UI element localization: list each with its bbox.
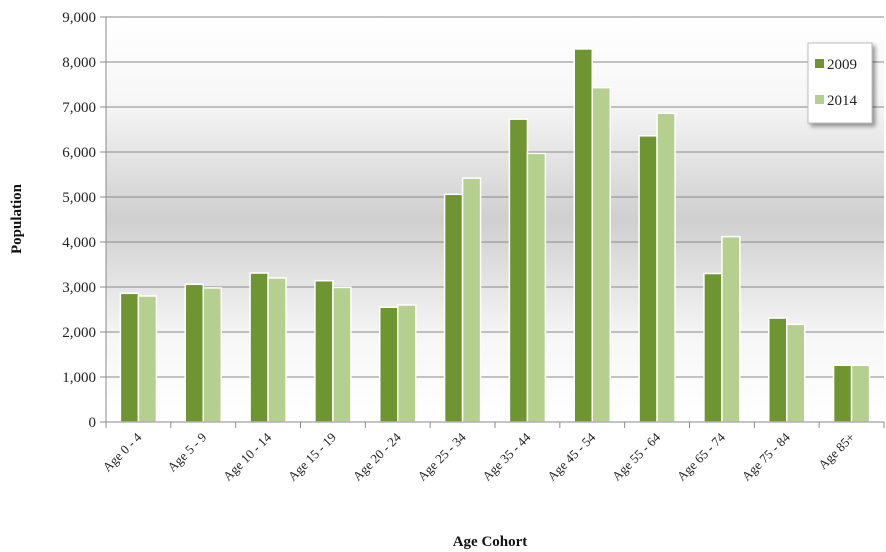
y-tick-labels: 0 1,000 2,000 3,000 4,000 5,000 6,000 7,000 8,00… [62, 10, 96, 431]
legend-swatch [815, 59, 824, 68]
gridlines [100, 16, 884, 423]
bar-2014 [397, 304, 417, 423]
bar-2009 [832, 364, 853, 423]
x-tick-label: Age 85+ [815, 430, 858, 473]
y-tick-label: 2,000 [62, 325, 96, 341]
y-tick-label: 0 [89, 415, 97, 431]
x-tick-label: Age 75 - 84 [739, 429, 794, 484]
bar-2014 [332, 286, 352, 423]
y-tick-label: 8,000 [62, 55, 96, 71]
x-tick-label: Age 15 - 19 [285, 430, 339, 484]
x-tick-label: Age 55 - 64 [609, 429, 664, 484]
x-tick-label: Age 65 - 74 [674, 429, 729, 484]
x-tick-label: Age 35 - 44 [479, 429, 534, 484]
x-tick-label: Age 45 - 54 [544, 429, 599, 484]
bar-2014 [461, 177, 482, 423]
y-tick-label: 1,000 [62, 370, 96, 386]
y-tick-label: 6,000 [62, 145, 96, 161]
y-axis-title: Population [9, 183, 25, 254]
bar-2014 [721, 235, 741, 423]
bar-2009 [314, 279, 334, 423]
x-tick-label: Age 10 - 14 [220, 429, 275, 484]
bar-2009 [443, 193, 464, 423]
bar-2009 [768, 317, 788, 423]
legend: 2009 2014 [807, 42, 873, 124]
y-tick-label: 5,000 [62, 190, 96, 206]
bar-2014 [202, 287, 222, 423]
legend-swatch [815, 95, 824, 104]
y-tick-label: 4,000 [62, 235, 96, 251]
bar-2014 [850, 364, 871, 423]
y-tick-label: 9,000 [62, 10, 96, 26]
x-axis-title: Age Cohort [453, 534, 528, 550]
y-tick-label: 3,000 [62, 280, 96, 296]
x-tick-label: Age 0 - 4 [99, 429, 144, 474]
axes [105, 17, 885, 428]
bar-2014 [526, 152, 547, 423]
bar-2009 [249, 272, 269, 423]
x-tick-label: Age 20 - 24 [350, 429, 405, 484]
bar-2009 [379, 306, 399, 423]
bar-2009 [703, 272, 723, 423]
bar-2009 [119, 292, 140, 423]
legend-label: 2009 [827, 57, 857, 73]
bar-2014 [656, 112, 676, 423]
bar-2009 [184, 283, 204, 423]
x-tick-labels: Age 0 - 4 Age 5 - 9 Age 10 - 14 Age 15 - 19… [99, 429, 857, 484]
legend-label: 2014 [827, 93, 858, 109]
bar-2009 [508, 118, 529, 423]
bar-2009 [573, 48, 593, 423]
plot-background [106, 17, 884, 422]
bar-2014 [591, 86, 611, 423]
bar-2014 [137, 295, 158, 423]
bar-2014 [267, 277, 287, 423]
bar-2014 [786, 323, 806, 423]
legend-box [807, 42, 873, 124]
x-tick-label: Age 25 - 34 [414, 429, 469, 484]
bars [119, 48, 871, 423]
x-tick-label: Age 5 - 9 [164, 430, 209, 475]
y-tick-label: 7,000 [62, 100, 96, 116]
bar-2009 [638, 135, 658, 423]
